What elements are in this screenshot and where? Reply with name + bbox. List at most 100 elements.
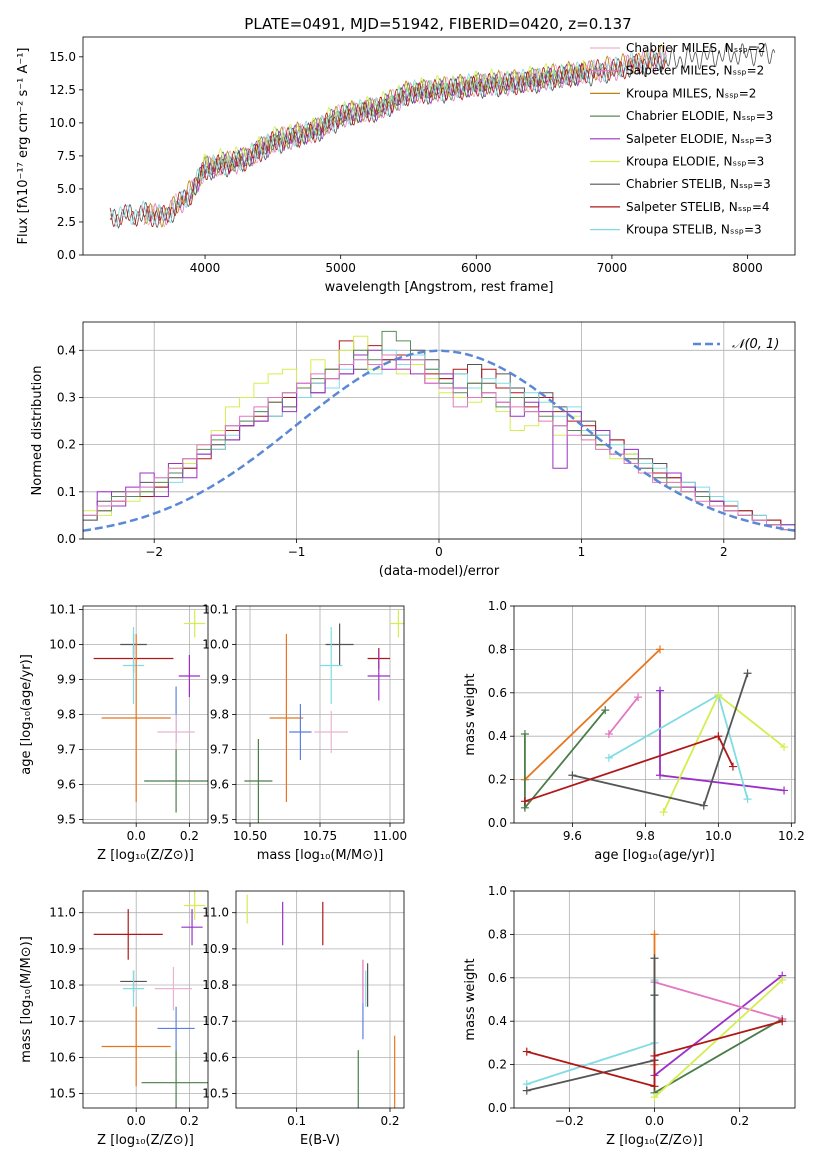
x-axis-label: mass [log₁₀(M/M⊙)] [257, 848, 384, 863]
y-tick-label: 10.0 [49, 116, 76, 130]
data-point [122, 970, 145, 1007]
weight-point-marker [520, 797, 529, 806]
mass_vs_ebv-plot-area [246, 894, 396, 1108]
weight-series-line [653, 995, 783, 1095]
y-tick-label: 10.7 [49, 1014, 76, 1028]
x-tick-label: 7000 [597, 261, 628, 275]
weight-point-marker [655, 686, 664, 695]
weight-point-marker [650, 930, 659, 939]
x-tick-label: 0.2 [380, 1114, 399, 1128]
legend-entry: Salpeter ELODIE, Nₛₛₚ=3 [626, 132, 772, 146]
weight-point-marker [655, 645, 664, 654]
weight-point-marker [522, 1047, 531, 1056]
x-tick-label: 10.2 [778, 829, 805, 843]
age_vs_Z-plot-area [93, 609, 208, 813]
weight-point-marker [659, 808, 668, 817]
y-tick-label: 9.5 [57, 813, 76, 827]
data-point [181, 909, 203, 946]
y-tick-label: 0.8 [488, 927, 507, 941]
x-tick-label: 8000 [732, 261, 763, 275]
x-tick-label: 10.75 [303, 829, 337, 843]
weight-point-marker [568, 771, 577, 780]
x-tick-label: 0.2 [180, 1114, 199, 1128]
y-tick-label: 10.1 [202, 603, 229, 617]
weight_vs_Z-plot-area [522, 930, 787, 1102]
x-tick-label: −1 [288, 545, 306, 559]
mass_vs_ebv-axes: 0.1 0.2 10.5 10.6 10.7 10.8 10.9 11.0 E(B-V) [202, 890, 405, 1148]
x-tick-label: 0 [435, 545, 443, 559]
weight-point-marker [780, 786, 789, 795]
legend-entry: Chabrier ELODIE, Nₛₛₚ=3 [626, 109, 773, 123]
data-point [157, 1006, 195, 1051]
data-point [154, 966, 193, 1011]
weight-point-marker [601, 706, 610, 715]
y-tick-label: 0.4 [488, 729, 507, 743]
weight-point-marker [650, 1082, 659, 1091]
data-point [367, 651, 390, 701]
x-tick-label: 10.50 [233, 829, 267, 843]
spectrum-axes: 4000 5000 6000 7000 8000 0.0 2.5 5.0 7.5 10.0 12.5… [16, 36, 796, 295]
data-point [269, 634, 304, 802]
y-tick-label: 10.8 [49, 978, 76, 992]
y-tick-label: 9.5 [210, 813, 229, 827]
x-axis-label: Z [log₁₀(Z/Z⊙)] [606, 1133, 703, 1148]
y-tick-label: 5.0 [57, 182, 76, 196]
figure-title: PLATE=0491, MJD=51942, FIBERID=0420, z=0… [244, 15, 631, 33]
weight-point-marker [650, 1051, 659, 1060]
spectrum-series-line [109, 42, 776, 229]
weight_vs_age-plot-area [520, 645, 789, 817]
weight-point-marker [780, 743, 789, 752]
weight-point-marker [778, 1017, 787, 1026]
weight-point-marker [522, 1086, 531, 1095]
x-tick-label: 0.0 [645, 1114, 664, 1128]
y-tick-label: 0.2 [488, 773, 507, 787]
y-tick-label: 0.6 [488, 971, 507, 985]
x-tick-label: 5000 [325, 261, 356, 275]
age_vs_Z-axes: 0.0 0.2 9.5 9.6 9.7 9.8 9.9 10.0 10.1 Z [log₁₀(Z/… [19, 603, 209, 863]
x-axis-label: (data-model)/error [379, 564, 500, 579]
spectrum-series-line [109, 48, 667, 227]
histogram-series [83, 354, 795, 539]
x-axis-label: wavelength [Angstrom, rest frame] [325, 280, 554, 295]
y-tick-label: 0.4 [488, 1014, 507, 1028]
mass_vs_ebv-frame [235, 890, 405, 1109]
y-axis-label: Flux [fλ10⁻¹⁷ erg cm⁻² s⁻¹ A⁻¹] [16, 48, 31, 245]
y-tick-label: 11.0 [49, 906, 76, 920]
normal-curve [83, 349, 795, 532]
residual_hist-axes: −2 −1 0 1 2 0.0 0.1 0.2 0.3 0.4 (data-model)/error… [30, 321, 796, 579]
x-tick-label: 0.2 [730, 1114, 749, 1128]
y-tick-label: 0.4 [57, 343, 76, 357]
x-tick-label: 0.1 [287, 1114, 306, 1128]
y-tick-label: 10.1 [49, 603, 76, 617]
y-tick-label: 9.6 [57, 778, 76, 792]
x-tick-label: 0.0 [127, 829, 146, 843]
spectrum-plot-area [109, 42, 776, 229]
spectrum-series-line [109, 50, 667, 228]
weight_vs_Z-axes: −0.2 0.0 0.2 0.0 0.2 0.4 0.6 0.8 1.0 Z [log₁₀(Z/Z… [463, 884, 796, 1148]
data-point [184, 609, 206, 638]
data-point [144, 749, 208, 813]
data-point [178, 655, 201, 697]
mass_vs_Z-plot-area [93, 891, 208, 1108]
data-point [314, 711, 348, 753]
y-tick-label: 10.7 [202, 1014, 229, 1028]
weight-point-marker [714, 732, 723, 741]
weight-point-marker [743, 795, 752, 804]
weight-point-marker [634, 693, 643, 702]
data-point [101, 634, 171, 802]
y-tick-label: 9.7 [57, 743, 76, 757]
weight-point-marker [743, 669, 752, 678]
y-tick-label: 15.0 [49, 50, 76, 64]
weight-point-marker [655, 771, 664, 780]
y-tick-label: 10.9 [202, 942, 229, 956]
x-tick-label: 1 [578, 545, 586, 559]
weight-point-marker [604, 730, 613, 739]
y-tick-label: 9.7 [210, 743, 229, 757]
y-tick-label: 0.2 [57, 438, 76, 452]
weight-point-marker [604, 753, 613, 762]
weight-series-line [526, 958, 656, 1092]
weight-series-line [608, 696, 639, 735]
y-tick-label: 0.0 [57, 248, 76, 262]
y-axis-label: mass weight [463, 958, 478, 1040]
residual_hist-plot-area [83, 330, 795, 539]
